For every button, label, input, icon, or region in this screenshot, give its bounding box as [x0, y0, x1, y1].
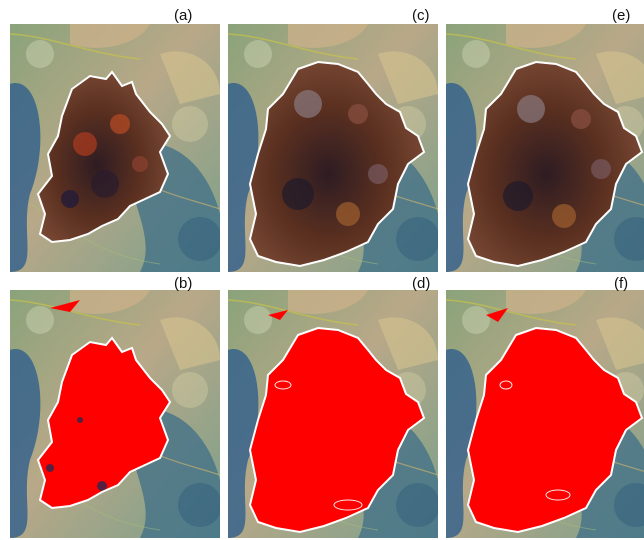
panel-c	[228, 24, 438, 272]
classified-image-d	[228, 290, 438, 538]
panel-label-e: (e)	[612, 7, 631, 24]
panel-a	[10, 24, 220, 272]
satellite-image-e	[446, 24, 644, 272]
satellite-image-c	[228, 24, 438, 272]
panel-label-f: (f)	[614, 275, 629, 292]
panel-e	[446, 24, 644, 272]
panel-d	[228, 290, 438, 538]
panel-label-a: (a)	[174, 7, 193, 24]
panel-f	[446, 290, 644, 538]
panel-label-b: (b)	[174, 275, 193, 292]
panel-label-c: (c)	[412, 7, 430, 24]
panel-b	[10, 290, 220, 538]
panel-label-d: (d)	[412, 275, 431, 292]
satellite-image-a	[10, 24, 220, 272]
classified-image-b	[10, 290, 220, 538]
classified-image-f	[446, 290, 644, 538]
